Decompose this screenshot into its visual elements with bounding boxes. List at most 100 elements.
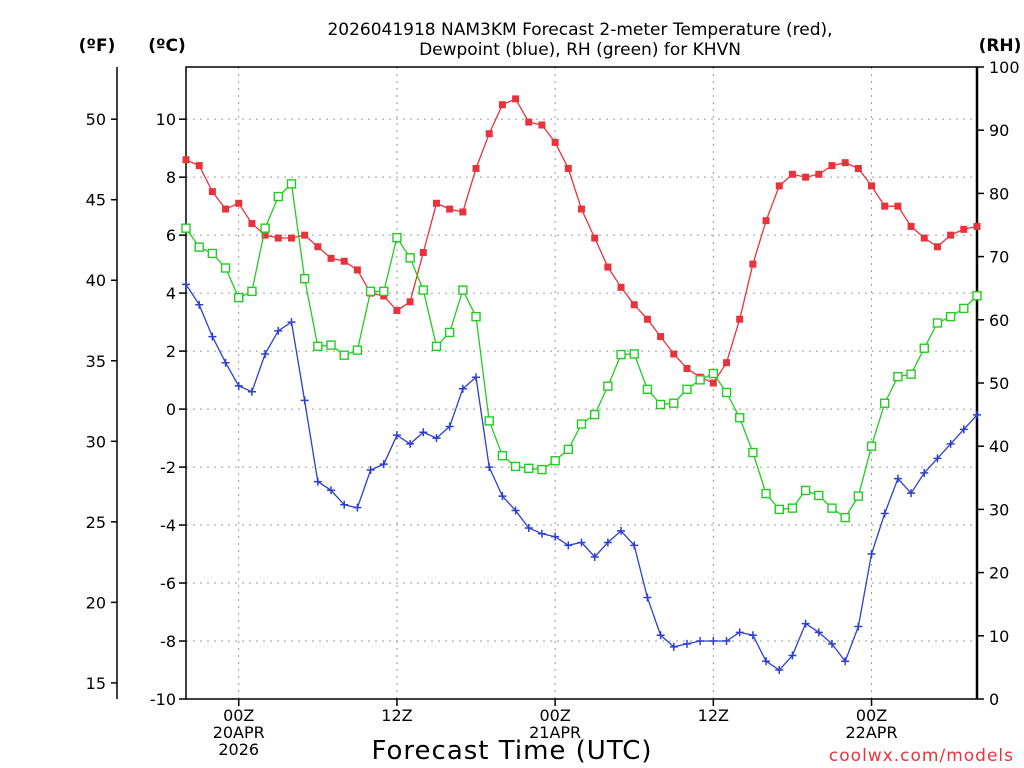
data-point [419,428,428,437]
data-point [868,182,876,190]
data-point [787,503,798,513]
data-point [933,454,942,463]
data-point [616,349,626,360]
data-point [617,526,626,535]
data-point [762,217,770,225]
data-point [194,242,204,252]
source-credit: coolwx.com/models [829,746,1014,766]
celsius-tick-label: 10 [156,110,176,129]
data-point [181,223,191,233]
rh-tick-label: 0 [989,690,999,709]
data-point [736,315,744,323]
data-point [669,642,678,651]
data-point [182,280,190,289]
data-point [234,381,243,390]
data-point [497,450,508,461]
data-point [682,384,692,395]
data-point [630,301,638,309]
data-point [379,286,389,297]
data-point [392,431,401,440]
data-point [299,274,310,284]
data-point [498,101,506,109]
data-point [643,593,652,602]
data-point [655,399,666,410]
data-point [301,231,309,239]
data-point [208,332,217,341]
data-point [550,456,560,466]
data-point [893,371,903,382]
data-point [682,639,691,648]
data-point [405,253,415,263]
data-point [920,234,928,242]
data-point [379,460,388,469]
data-point [802,173,810,181]
data-point [471,311,481,322]
data-point [273,191,283,202]
data-point [827,503,837,513]
data-point [775,182,783,190]
data-point [683,365,691,373]
x-tick-label: 00Z [539,706,570,725]
data-point [195,162,203,170]
data-point [748,447,758,458]
fahrenheit-tick-label: 50 [86,110,106,129]
data-point [340,500,349,509]
data-point [840,512,850,523]
celsius-tick-label: 8 [166,168,176,187]
data-point [578,205,585,213]
x-tick-label: 20APR [213,723,265,742]
data-point [353,266,361,274]
data-point [774,504,784,515]
data-point [538,121,546,129]
data-point [537,464,547,475]
data-point [866,441,877,451]
data-point [708,368,719,379]
data-point [327,254,335,262]
rh-tick-label: 70 [989,248,1009,267]
data-point [208,188,216,196]
data-point [629,349,639,359]
data-point [564,541,573,550]
data-point [946,439,955,448]
data-point [472,164,480,172]
data-point [841,657,850,666]
fahrenheit-unit-label: (ºF) [79,36,116,56]
data-point [485,130,493,138]
data-point [841,159,849,167]
data-point [339,350,349,360]
data-point [446,205,454,213]
data-point [854,164,862,172]
data-point [589,409,600,420]
data-point [972,291,982,301]
data-point [827,639,836,648]
data-point [973,410,981,419]
fahrenheit-tick-label: 20 [86,593,106,612]
x-axis-title: Forecast Time (UTC) [371,736,652,766]
data-point [327,486,336,495]
data-point [947,231,955,239]
x-tick-label: 21APR [529,723,581,742]
data-point [340,257,348,265]
data-point [406,439,415,448]
data-point [853,491,864,501]
fahrenheit-tick-label: 40 [86,271,106,290]
data-point [444,327,455,338]
data-point [695,375,705,385]
celsius-tick-label: 6 [166,226,176,245]
data-point [880,398,890,408]
data-point [248,220,256,228]
fahrenheit-tick-label: 15 [86,674,106,693]
data-point [959,425,968,434]
data-point [366,465,375,474]
celsius-tick-label: -4 [160,516,176,535]
data-point [669,398,679,408]
data-point [801,619,810,628]
data-point [418,285,428,295]
data-point [393,307,401,315]
data-point [261,350,270,359]
data-point [247,286,257,297]
data-point [709,379,717,387]
x-tick-label: 00Z [223,706,254,725]
data-point [973,222,981,230]
